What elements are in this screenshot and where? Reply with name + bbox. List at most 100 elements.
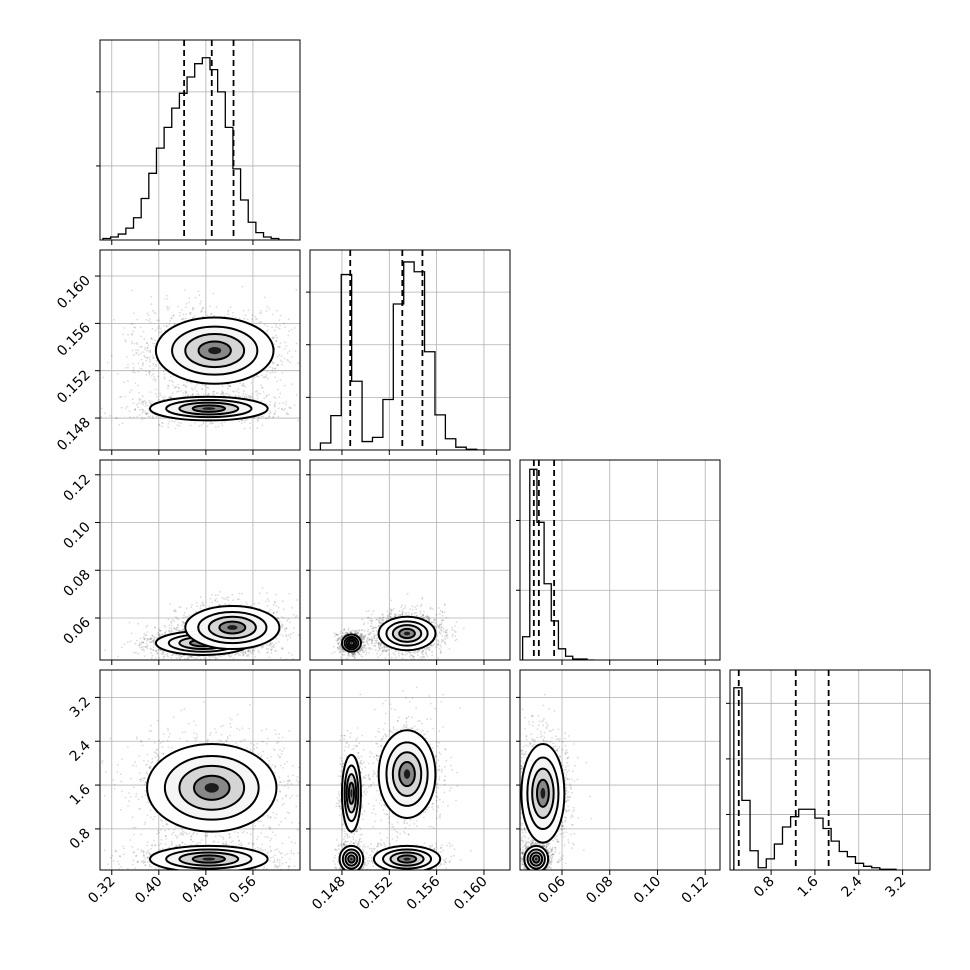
- sample-point: [281, 372, 284, 374]
- sample-point: [266, 330, 268, 333]
- sample-point: [151, 327, 154, 330]
- sample-point: [272, 612, 275, 615]
- sample-point: [189, 381, 192, 384]
- sample-point: [166, 653, 169, 655]
- sample-point: [294, 350, 297, 353]
- sample-point: [173, 620, 176, 622]
- sample-point: [177, 654, 180, 657]
- sample-point: [177, 618, 180, 621]
- sample-point: [154, 380, 157, 382]
- sample-point: [133, 312, 135, 315]
- sample-point: [277, 407, 280, 410]
- sample-point: [288, 407, 291, 410]
- sample-point: [167, 426, 170, 429]
- sample-point: [147, 407, 150, 410]
- sample-point: [185, 317, 187, 320]
- sample-point: [268, 415, 271, 418]
- sample-point: [247, 649, 250, 652]
- sample-point: [152, 649, 155, 652]
- sample-point: [150, 303, 153, 305]
- sample-point: [140, 643, 142, 646]
- hist-panel-0: [96, 39, 301, 241]
- sample-point: [244, 651, 247, 654]
- sample-point: [183, 611, 186, 614]
- sample-point: [184, 615, 187, 618]
- sample-point: [269, 411, 272, 414]
- sample-point: [215, 306, 218, 308]
- sample-point: [143, 399, 146, 402]
- sample-point: [141, 363, 144, 365]
- sample-point: [275, 642, 277, 645]
- sample-point: [239, 382, 241, 385]
- sample-point: [278, 402, 281, 405]
- sample-point: [146, 637, 148, 640]
- sample-point: [104, 649, 107, 652]
- sample-point: [242, 654, 245, 656]
- sample-point: [263, 296, 266, 299]
- sample-point: [267, 393, 270, 396]
- sample-point: [132, 322, 135, 325]
- sample-point: [261, 646, 263, 649]
- sample-point: [211, 656, 214, 659]
- sample-point: [262, 646, 264, 648]
- sample-point: [242, 384, 245, 387]
- sample-point: [141, 411, 144, 414]
- sample-point: [145, 370, 148, 373]
- sample-point: [129, 640, 132, 643]
- sample-point: [185, 313, 187, 316]
- sample-point: [190, 387, 193, 390]
- sample-point: [213, 390, 216, 393]
- sample-point: [183, 622, 186, 625]
- sample-point: [192, 394, 194, 397]
- sample-point: [292, 632, 295, 634]
- sample-point: [278, 620, 281, 623]
- sample-point: [199, 302, 202, 305]
- sample-point: [104, 412, 106, 415]
- sample-point: [135, 349, 137, 351]
- sample-point: [255, 318, 257, 321]
- sample-point: [135, 342, 138, 344]
- sample-point: [260, 400, 263, 402]
- sample-point: [214, 599, 216, 602]
- sample-point: [277, 363, 279, 366]
- sample-point: [142, 351, 145, 353]
- sample-point: [154, 626, 157, 629]
- sample-point: [148, 399, 151, 402]
- sample-point: [281, 623, 283, 625]
- sample-point: [151, 654, 154, 657]
- sample-point: [215, 663, 217, 665]
- sample-point: [188, 614, 191, 617]
- sample-point: [243, 317, 246, 320]
- sample-point: [151, 634, 154, 637]
- sample-point: [297, 634, 300, 636]
- sample-point: [177, 421, 180, 424]
- sample-point: [126, 405, 129, 408]
- sample-point: [182, 616, 185, 619]
- sample-point: [132, 369, 135, 371]
- sample-point: [189, 424, 192, 427]
- sample-point: [180, 422, 182, 425]
- sample-point: [146, 312, 149, 315]
- sample-point: [225, 392, 228, 395]
- sample-point: [271, 361, 274, 363]
- sample-point: [220, 393, 223, 396]
- sample-point: [269, 410, 271, 413]
- sample-point: [149, 360, 152, 363]
- sample-point: [266, 598, 269, 601]
- sample-point: [288, 406, 291, 409]
- sample-point: [116, 373, 119, 375]
- sample-point: [155, 388, 157, 391]
- sample-point: [266, 643, 268, 646]
- sample-point: [150, 637, 153, 639]
- sample-point: [152, 367, 155, 370]
- sample-point: [146, 356, 149, 359]
- sample-point: [152, 646, 155, 648]
- sample-point: [140, 352, 142, 355]
- sample-point: [301, 413, 303, 415]
- sample-point: [148, 370, 151, 373]
- sample-point: [109, 414, 112, 417]
- sample-point: [166, 307, 168, 309]
- sample-point: [280, 647, 283, 649]
- sample-point: [132, 371, 134, 373]
- sample-point: [285, 627, 288, 630]
